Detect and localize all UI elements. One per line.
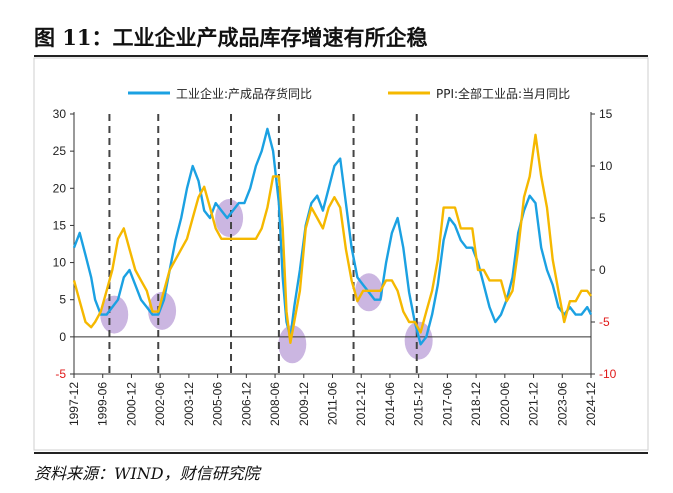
x-tick-label-8: 2009-12 [297, 382, 311, 426]
x-tick-label-12: 2015-12 [412, 382, 426, 426]
right-tick-label-5: 15 [599, 107, 613, 121]
right-tick-label-3: 5 [599, 211, 606, 225]
right-tick-label-0: -10 [599, 367, 617, 381]
footer-divider [34, 452, 648, 454]
legend-label-0: 工业企业:产成品存货同比 [176, 86, 312, 101]
left-tick-label-3: 10 [53, 256, 67, 270]
highlight-region-0 [100, 295, 129, 334]
highlight-region-1 [148, 291, 177, 330]
source-note: 资料来源：WIND，财信研究院 [34, 464, 260, 483]
highlight-region-2 [215, 199, 244, 237]
x-tick-label-1: 1999-06 [96, 382, 110, 426]
x-tick-label-15: 2020-06 [498, 382, 512, 426]
series-line-0 [72, 127, 593, 346]
series-line-1 [72, 133, 592, 344]
left-tick-label-5: 20 [53, 181, 67, 195]
x-tick-label-9: 2011-06 [326, 382, 340, 425]
x-tick-label-13: 2017-06 [440, 382, 454, 426]
left-tick-label-1: 0 [59, 330, 66, 344]
x-tick-label-10: 2012-12 [354, 382, 368, 426]
x-tick-label-14: 2018-12 [469, 382, 483, 426]
axes [70, 112, 595, 378]
legend: 工业企业:产成品存货同比 PPI:全部工业品:当月同比 [128, 86, 570, 101]
x-tick-label-3: 2002-06 [153, 382, 167, 426]
series-lines [72, 127, 593, 346]
legend-label-1: PPI:全部工业品:当月同比 [436, 86, 570, 101]
tick-labels: -5 0 5 10 15 20 25 30 -10 -5 0 5 10 15 1997-12 1999-06 2… [53, 107, 617, 426]
left-tick-label-2: 5 [59, 293, 66, 307]
x-tick-label-4: 2003-12 [182, 382, 196, 426]
x-tick-label-5: 2005-06 [211, 382, 225, 426]
x-tick-label-11: 2014-06 [383, 382, 397, 426]
right-tick-label-2: 0 [599, 263, 606, 277]
x-tick-label-18: 2024-12 [584, 382, 598, 426]
left-tick-label-0: -5 [55, 367, 66, 381]
x-tick-label-2: 2000-12 [124, 382, 138, 426]
right-tick-label-4: 10 [599, 159, 613, 173]
left-tick-label-7: 30 [53, 107, 67, 121]
x-tick-label-16: 2021-12 [527, 382, 541, 426]
plot-frame [33, 57, 649, 451]
left-tick-label-6: 25 [53, 144, 67, 158]
title-divider [34, 55, 648, 57]
x-tick-label-0: 1997-12 [67, 382, 81, 426]
x-tick-label-7: 2008-06 [268, 382, 282, 426]
highlight-region-3 [278, 325, 307, 364]
cycle-dividers [108, 114, 418, 374]
highlight-regions [100, 199, 433, 364]
right-tick-label-1: -5 [599, 315, 610, 329]
x-tick-label-17: 2023-06 [555, 382, 569, 426]
x-tick-label-6: 2006-12 [239, 382, 253, 426]
figure-title: 图 11：工业企业产成品库存增速有所企稳 [34, 25, 428, 50]
left-tick-label-4: 15 [53, 218, 67, 232]
